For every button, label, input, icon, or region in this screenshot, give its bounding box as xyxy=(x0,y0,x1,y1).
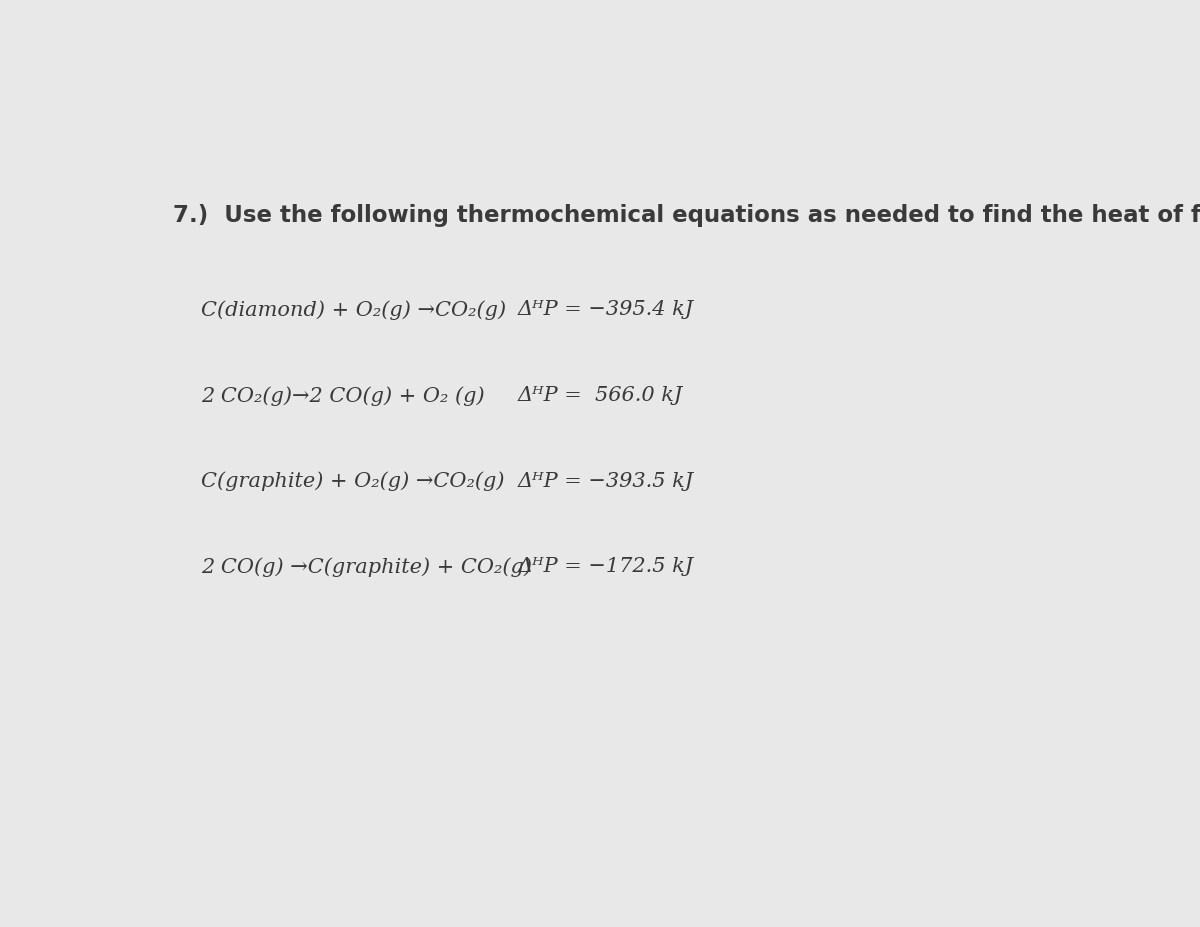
Text: ΔᴴP = −395.4 kJ: ΔᴴP = −395.4 kJ xyxy=(517,300,694,320)
Text: ΔᴴP =  566.0 kJ: ΔᴴP = 566.0 kJ xyxy=(517,386,683,405)
Text: 2 CO(g) →C(graphite) + CO₂(g): 2 CO(g) →C(graphite) + CO₂(g) xyxy=(202,557,532,577)
Text: 7.)  Use the following thermochemical equations as needed to find the heat of fo: 7.) Use the following thermochemical equ… xyxy=(173,204,1200,227)
Text: ΔᴴP = −393.5 kJ: ΔᴴP = −393.5 kJ xyxy=(517,472,694,490)
Text: C(diamond) + O₂(g) →CO₂(g): C(diamond) + O₂(g) →CO₂(g) xyxy=(202,300,506,320)
Text: ΔᴴP = −172.5 kJ: ΔᴴP = −172.5 kJ xyxy=(517,557,694,577)
Text: C(graphite) + O₂(g) →CO₂(g): C(graphite) + O₂(g) →CO₂(g) xyxy=(202,472,505,491)
Text: 2 CO₂(g)→2 CO(g) + O₂ (g): 2 CO₂(g)→2 CO(g) + O₂ (g) xyxy=(202,386,485,406)
